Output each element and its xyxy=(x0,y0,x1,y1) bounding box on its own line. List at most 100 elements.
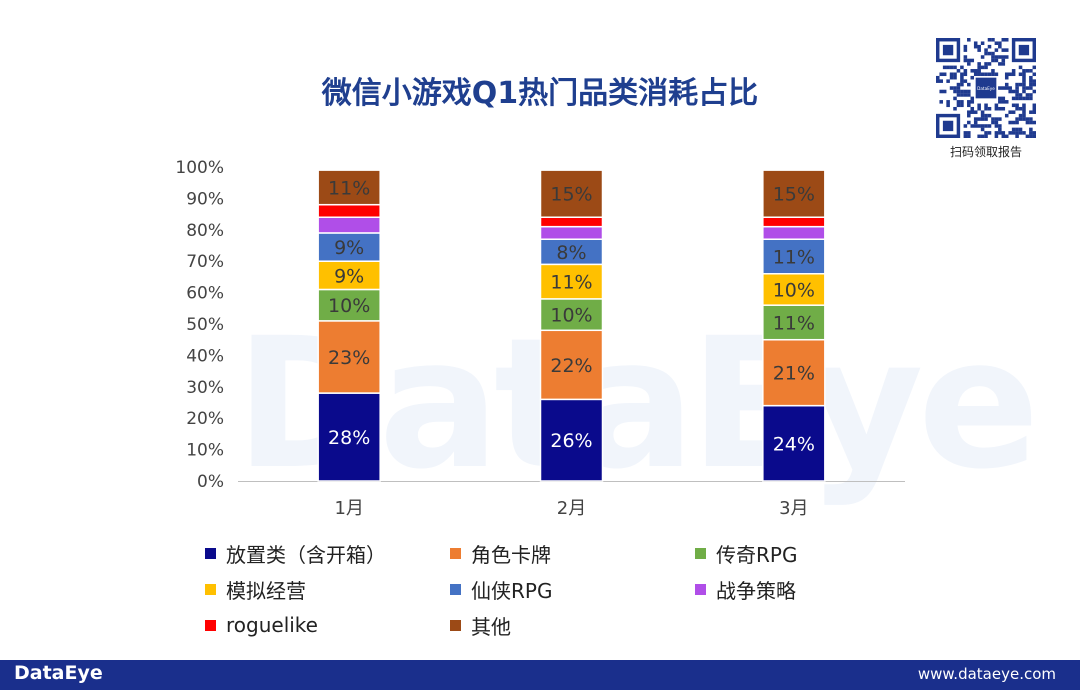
data-label: 9% xyxy=(334,265,364,287)
qr-module xyxy=(1004,38,1009,42)
qr-module xyxy=(1032,72,1036,77)
qr-module xyxy=(1015,93,1019,97)
qr-module xyxy=(984,51,988,56)
qr-module xyxy=(967,131,971,135)
qr-module xyxy=(998,127,1002,132)
data-label: 11% xyxy=(773,246,815,268)
qr-module xyxy=(1004,82,1009,87)
qr-module xyxy=(960,89,964,94)
data-label: 23% xyxy=(328,347,370,369)
qr-module xyxy=(1025,134,1030,138)
qr-module xyxy=(1022,89,1026,94)
x-tick-label: 2月 xyxy=(557,498,586,519)
qr-module xyxy=(977,48,981,52)
qr-module xyxy=(1029,131,1033,135)
qr-module xyxy=(977,117,981,121)
qr-module xyxy=(1008,110,1012,114)
qr-module xyxy=(1025,69,1030,73)
legend-item: 传奇RPG xyxy=(695,540,845,567)
qr-module xyxy=(984,72,988,77)
stacked-bar-chart: 0% 10% 20% 30% 40% 50% 60% 70% 80% 90% 100% 28% 23% 1… xyxy=(175,158,905,519)
qr-module xyxy=(1011,69,1016,73)
qr-module xyxy=(939,89,943,94)
qr-finder-core xyxy=(942,44,954,56)
qr-module xyxy=(991,38,995,42)
qr-module xyxy=(991,58,995,63)
qr-module xyxy=(963,89,968,94)
qr-center-text: DataEye xyxy=(977,86,995,91)
qr-module xyxy=(1025,96,1030,101)
qr-module xyxy=(1004,113,1009,118)
qr-module xyxy=(1032,134,1036,138)
qr-module xyxy=(939,72,943,77)
qr-module xyxy=(991,120,995,125)
qr-module xyxy=(984,62,988,66)
legend-item: roguelike xyxy=(205,612,450,638)
qr-module xyxy=(963,58,968,63)
qr-module xyxy=(1022,110,1026,114)
qr-module xyxy=(963,134,968,138)
qr-module xyxy=(1015,127,1019,132)
footer-url[interactable]: www.dataeye.com xyxy=(917,665,1056,683)
qr-module xyxy=(998,44,1002,49)
legend-item: 角色卡牌 xyxy=(450,540,695,567)
qr-code[interactable]: DataEye xyxy=(936,38,1036,138)
qr-module xyxy=(984,103,988,108)
qr-module xyxy=(1029,79,1033,83)
qr-module xyxy=(1015,106,1019,111)
qr-module xyxy=(1011,103,1016,108)
qr-module xyxy=(998,62,1002,66)
y-tick-label: 90% xyxy=(186,189,224,209)
qr-module xyxy=(1011,110,1016,114)
bar-segment xyxy=(762,225,826,240)
qr-module xyxy=(984,124,988,128)
legend-label: 仙侠RPG xyxy=(471,578,553,603)
qr-module xyxy=(1011,89,1016,94)
qr-module xyxy=(1001,131,1006,135)
qr-module xyxy=(977,124,981,128)
legend-label: 角色卡牌 xyxy=(471,542,551,567)
qr-module xyxy=(956,69,961,73)
legend-swatch xyxy=(205,583,216,595)
qr-module xyxy=(994,55,999,59)
qr-module xyxy=(1032,89,1036,94)
qr-module xyxy=(1015,82,1019,87)
qr-module xyxy=(1029,82,1033,87)
qr-module xyxy=(1004,72,1009,77)
qr-module xyxy=(980,55,985,59)
bar-segment xyxy=(539,225,604,240)
qr-module xyxy=(963,131,968,135)
legend-label: 传奇RPG xyxy=(716,542,798,567)
qr-module xyxy=(1008,120,1012,125)
qr-module xyxy=(1004,86,1009,90)
qr-module xyxy=(1018,117,1023,121)
qr-module xyxy=(1015,86,1019,90)
qr-module xyxy=(1004,100,1009,104)
qr-module xyxy=(1001,134,1006,138)
qr-module xyxy=(973,124,978,128)
bar-segment xyxy=(762,304,826,341)
data-label: 15% xyxy=(773,184,815,206)
legend-swatch xyxy=(205,619,216,631)
qr-module xyxy=(967,93,971,97)
qr-module xyxy=(970,100,975,104)
qr-module xyxy=(1015,117,1019,121)
qr-module xyxy=(1029,134,1033,138)
qr-module xyxy=(967,120,971,125)
qr-module xyxy=(987,131,992,135)
qr-module xyxy=(1015,89,1019,94)
qr-module xyxy=(1001,48,1006,52)
bar-segment xyxy=(762,404,826,482)
qr-module xyxy=(1011,127,1016,132)
qr-module xyxy=(984,113,988,118)
qr-module xyxy=(1015,96,1019,101)
qr-module xyxy=(1022,113,1026,118)
qr-module xyxy=(973,44,978,49)
bar-segment xyxy=(539,169,604,218)
qr-module xyxy=(998,106,1002,111)
qr-module xyxy=(987,38,992,42)
x-tick-label: 3月 xyxy=(779,498,808,519)
qr-module xyxy=(1015,134,1019,138)
qr-module xyxy=(1001,106,1006,111)
qr-module xyxy=(949,65,954,70)
